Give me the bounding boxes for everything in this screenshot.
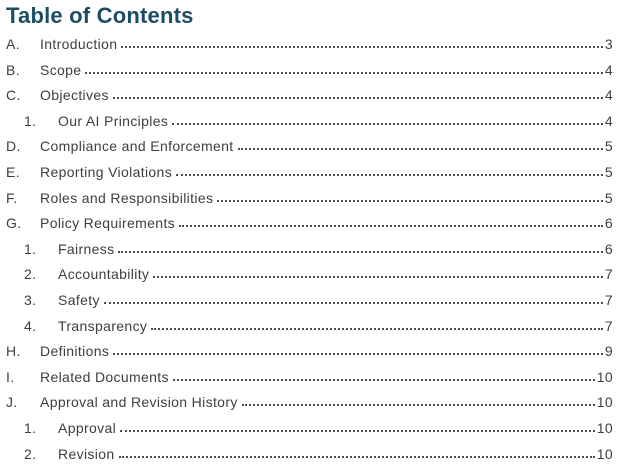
toc-entry[interactable]: 2. Revision 10 — [6, 442, 613, 468]
dot-leader — [120, 429, 595, 432]
toc-entry[interactable]: G. Policy Requirements 6 — [6, 211, 613, 237]
toc-entry-page: 9 — [604, 343, 613, 360]
toc-entry-page: 4 — [604, 87, 613, 104]
toc-entry-label: Scope — [40, 61, 82, 78]
toc-entry[interactable]: 2. Accountability 7 — [6, 262, 613, 288]
toc-entry-marker: I. — [6, 368, 15, 385]
toc-entry-page: 10 — [596, 419, 613, 436]
page-title: Table of Contents — [6, 3, 194, 28]
toc-entry-page: 5 — [604, 138, 613, 155]
toc-entry-label: Definitions — [40, 343, 110, 360]
toc-entry-page: 6 — [604, 240, 613, 257]
dot-leader — [113, 353, 603, 356]
dot-leader — [241, 404, 595, 407]
toc-entry-marker: D. — [6, 138, 21, 155]
toc-entry-marker: G. — [6, 215, 22, 232]
toc-entry-marker: B. — [6, 61, 20, 78]
toc-entry-marker: 2. — [24, 445, 37, 462]
dot-leader — [112, 97, 603, 100]
toc-entry-label: Introduction — [40, 36, 118, 52]
toc-entry-page: 5 — [604, 189, 613, 206]
toc-entry[interactable]: H. Definitions 9 — [6, 339, 613, 365]
toc-entry-page: 4 — [604, 112, 613, 129]
toc-entry-marker: F. — [6, 189, 18, 206]
dot-leader — [103, 301, 603, 304]
toc-entry-page: 7 — [604, 291, 613, 308]
toc-entry-marker: E. — [6, 163, 20, 180]
toc-list: A. Introduction 3 B. Scope 4 C. Objectives 4 1. Ou… — [6, 32, 613, 467]
toc-entry-marker: A. — [6, 36, 20, 52]
toc-entry[interactable]: B. Scope 4 — [6, 58, 613, 84]
toc-entry-marker: H. — [6, 343, 21, 360]
toc-entry-label: Revision — [58, 445, 115, 462]
toc-entry[interactable]: 1. Approval 10 — [6, 416, 613, 442]
toc-entry[interactable]: J. Approval and Revision History 10 — [6, 390, 613, 416]
toc-entry-marker: 4. — [24, 317, 37, 334]
dot-leader — [172, 378, 595, 381]
dot-leader — [151, 327, 603, 330]
toc-entry[interactable]: C. Objectives 4 — [6, 83, 613, 109]
toc-entry-label: Compliance and Enforcement — [40, 138, 234, 155]
toc-entry-marker: 1. — [24, 112, 37, 129]
dot-leader — [217, 199, 603, 202]
toc-entry-page: 10 — [596, 368, 613, 385]
toc-entry[interactable]: E. Reporting Violations 5 — [6, 160, 613, 186]
toc-entry[interactable]: 4. Transparency 7 — [6, 314, 613, 340]
toc-entry-marker: C. — [6, 87, 21, 104]
toc-entry-page: 5 — [604, 163, 613, 180]
toc-entry-marker: 2. — [24, 266, 37, 283]
toc-entry-label: Reporting Violations — [40, 163, 173, 180]
dot-leader — [121, 46, 603, 48]
toc-entry-label: Transparency — [58, 317, 148, 334]
toc-entry-label: Related Documents — [40, 368, 169, 385]
toc-entry-label: Approval — [58, 419, 117, 436]
toc-entry-label: Accountability — [58, 266, 150, 283]
dot-leader — [179, 225, 603, 228]
toc-entry-label: Policy Requirements — [40, 215, 176, 232]
dot-leader — [176, 173, 603, 176]
toc-entry-marker: 1. — [24, 240, 37, 257]
toc-entry-marker: 3. — [24, 291, 37, 308]
toc-entry-page: 6 — [604, 215, 613, 232]
toc-entry-label: Fairness — [58, 240, 115, 257]
toc-entry[interactable]: 3. Safety 7 — [6, 288, 613, 314]
toc-entry[interactable]: 1. Fairness 6 — [6, 237, 613, 263]
toc-entry-label: Roles and Responsibilities — [40, 189, 214, 206]
dot-leader — [237, 148, 603, 151]
toc-entry-page: 10 — [596, 394, 613, 411]
toc-entry[interactable]: F. Roles and Responsibilities 5 — [6, 186, 613, 212]
toc-entry-page: 7 — [604, 317, 613, 334]
toc-entry-marker: 1. — [24, 419, 37, 436]
dot-leader — [153, 276, 603, 279]
toc-entry-page: 10 — [596, 445, 613, 462]
toc-entry-page: 7 — [604, 266, 613, 283]
toc-entry-label: Objectives — [40, 87, 109, 104]
toc-entry-marker: J. — [6, 394, 18, 411]
toc-entry[interactable]: 1. Our AI Principles 4 — [6, 109, 613, 135]
dot-leader — [172, 122, 603, 125]
toc-entry-label: Our AI Principles — [58, 112, 169, 129]
toc-entry[interactable]: A. Introduction 3 — [6, 32, 613, 58]
toc-entry-page: 3 — [604, 36, 613, 52]
toc-entry[interactable]: D. Compliance and Enforcement 5 — [6, 134, 613, 160]
toc-entry-label: Approval and Revision History — [40, 394, 238, 411]
dot-leader — [85, 71, 603, 74]
toc-entry-page: 4 — [604, 61, 613, 78]
dot-leader — [118, 250, 603, 253]
toc-entry[interactable]: I. Related Documents 10 — [6, 365, 613, 391]
toc-entry-label: Safety — [58, 291, 100, 308]
dot-leader — [118, 455, 595, 458]
